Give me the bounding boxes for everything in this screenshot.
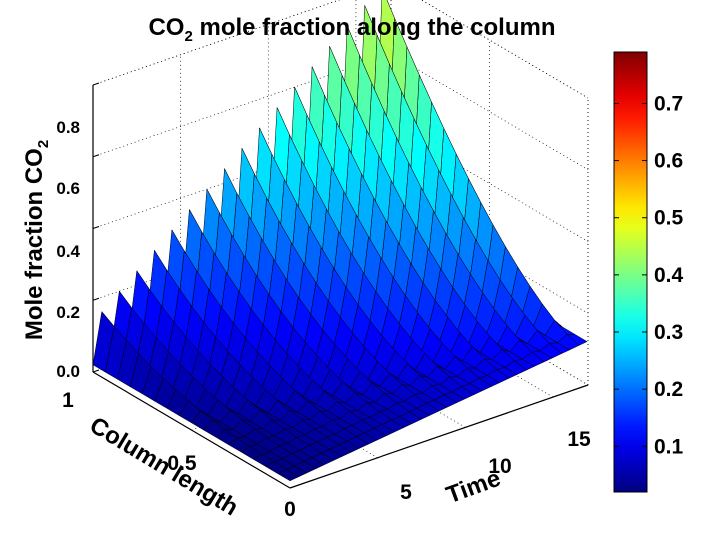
- colorbar: 0.1 0.2 0.3 0.4 0.5 0.6 0.7: [613, 51, 684, 493]
- chart-title: CO2 mole fraction along the column: [148, 14, 555, 45]
- y-axis-ticks: 5 10 15: [400, 428, 591, 504]
- z-tick-label: 0.4: [56, 242, 80, 261]
- z-tick-label: 0.2: [56, 303, 80, 322]
- surface-plot: [92, 0, 588, 482]
- colorbar-tick-label: 0.5: [654, 207, 684, 230]
- colorbar-tick-label: 0.7: [654, 92, 683, 115]
- z-tick-label: 0.8: [56, 118, 80, 137]
- colorbar-tick-label: 0.3: [654, 321, 683, 344]
- x-tick-label: 0.5: [167, 452, 197, 475]
- grid-line: [92, 0, 340, 86]
- surface-patch: [92, 311, 115, 373]
- colorbar-tick-label: 0.2: [654, 378, 683, 401]
- colorbar-tick-label: 0.1: [654, 435, 684, 458]
- z-axis-ticks: 0.8 0.6 0.4 0.2 0.0: [56, 118, 80, 381]
- z-tick-label: 0.0: [56, 362, 80, 381]
- x-tick-label: 1: [62, 389, 74, 412]
- z-tick-label: 0.6: [56, 179, 80, 198]
- z-tick-mark: [92, 154, 100, 158]
- z-tick-mark: [92, 82, 100, 86]
- z-tick-mark: [92, 226, 100, 229]
- colorbar-gradient: [613, 51, 648, 493]
- grid-line: [92, 53, 392, 158]
- grid-line: [289, 384, 589, 489]
- y-tick-label: 10: [488, 455, 511, 478]
- z-tick-mark: [92, 297, 100, 301]
- grid-line: [92, 125, 392, 229]
- y-tick-label: 5: [400, 481, 412, 504]
- y-tick-label: 15: [567, 428, 591, 451]
- x-axis-ticks: 1 0.5 0: [62, 389, 296, 521]
- colorbar-tick-label: 0.4: [654, 264, 684, 287]
- z-tick-mark: [92, 369, 100, 373]
- z-axis-label: Mole fraction CO2: [21, 140, 52, 340]
- colorbar-tick-label: 0.6: [654, 150, 683, 173]
- x-tick-label: 0: [284, 498, 296, 521]
